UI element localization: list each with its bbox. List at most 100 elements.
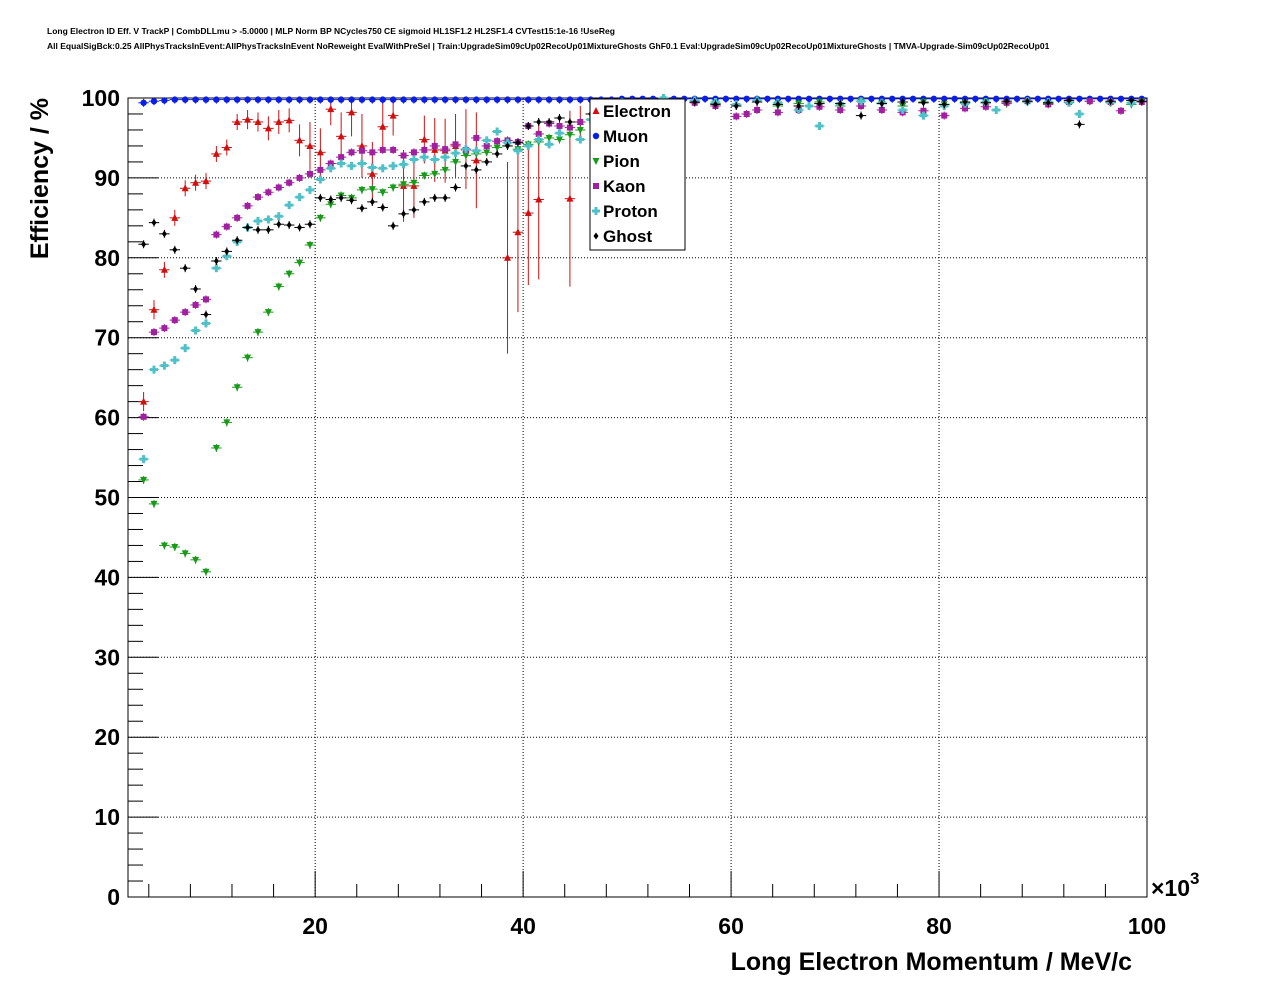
data-point bbox=[367, 197, 378, 206]
data-point-marker bbox=[213, 231, 220, 238]
data-point bbox=[335, 96, 347, 104]
data-point bbox=[751, 105, 763, 114]
data-point-marker bbox=[223, 223, 230, 230]
data-point bbox=[190, 555, 201, 564]
data-point bbox=[450, 140, 461, 149]
data-point-marker bbox=[338, 154, 345, 161]
data-point bbox=[835, 99, 846, 108]
data-point-marker bbox=[244, 202, 251, 209]
data-point bbox=[200, 319, 212, 328]
data-point-marker bbox=[972, 95, 979, 102]
data-point bbox=[1011, 95, 1023, 103]
data-point-marker bbox=[993, 95, 1000, 102]
legend-marker bbox=[592, 132, 600, 140]
data-point bbox=[273, 212, 284, 221]
data-point-marker bbox=[795, 95, 802, 102]
data-point bbox=[148, 328, 160, 337]
data-point-marker bbox=[201, 319, 210, 328]
data-point-marker bbox=[514, 96, 522, 103]
data-point-marker bbox=[212, 149, 220, 157]
data-point-marker bbox=[1086, 98, 1093, 105]
data-point bbox=[481, 157, 492, 166]
data-point bbox=[471, 146, 482, 155]
data-point bbox=[741, 95, 752, 103]
data-point-marker bbox=[358, 96, 366, 103]
data-point bbox=[471, 133, 482, 142]
y-tick-label: 60 bbox=[94, 405, 120, 431]
data-point-marker bbox=[461, 145, 470, 154]
data-point-marker bbox=[577, 118, 584, 125]
data-point-marker bbox=[348, 96, 355, 103]
data-point bbox=[502, 141, 513, 150]
data-point bbox=[512, 152, 524, 313]
data-point bbox=[252, 112, 264, 132]
data-point-marker bbox=[328, 195, 334, 203]
data-point-marker bbox=[1045, 99, 1051, 107]
data-point bbox=[190, 284, 201, 293]
data-point-marker bbox=[401, 210, 407, 218]
data-point bbox=[1095, 95, 1106, 103]
data-point-marker bbox=[202, 296, 209, 303]
data-point-marker bbox=[338, 194, 344, 202]
data-point bbox=[554, 113, 565, 122]
data-point bbox=[169, 245, 180, 254]
legend-label: Kaon bbox=[603, 177, 646, 196]
x-tick-labels: 20 40 60 80 100 bbox=[302, 913, 1166, 939]
data-point-marker bbox=[285, 270, 293, 278]
data-point bbox=[377, 188, 388, 197]
data-point-marker bbox=[160, 265, 168, 273]
y-tick-label: 20 bbox=[94, 724, 120, 750]
data-point bbox=[907, 95, 919, 103]
data-point bbox=[377, 102, 388, 151]
data-point bbox=[824, 95, 836, 103]
data-point-marker bbox=[535, 195, 543, 203]
data-point-marker bbox=[1128, 96, 1134, 104]
data-point bbox=[283, 269, 295, 278]
data-point-marker bbox=[224, 247, 230, 255]
data-point-marker bbox=[380, 203, 386, 211]
data-point bbox=[1105, 97, 1116, 106]
data-point-marker bbox=[203, 311, 209, 319]
data-point-marker bbox=[483, 96, 490, 103]
data-point bbox=[200, 567, 212, 576]
data-point-marker bbox=[452, 96, 459, 103]
legend: Electron Muon Pion Kaon Proton Ghost bbox=[589, 98, 686, 251]
legend-label: Muon bbox=[603, 127, 648, 146]
data-point bbox=[356, 146, 368, 155]
data-point-marker bbox=[420, 172, 428, 180]
data-point bbox=[491, 96, 503, 104]
data-point-marker bbox=[983, 99, 989, 107]
legend-label: Proton bbox=[603, 202, 658, 221]
legend-label: Electron bbox=[603, 102, 671, 121]
data-point-marker bbox=[254, 194, 261, 201]
data-point bbox=[387, 183, 399, 192]
data-point-marker bbox=[441, 166, 449, 174]
data-point-marker bbox=[878, 106, 885, 113]
data-point-marker bbox=[451, 149, 460, 158]
data-point-marker bbox=[941, 100, 947, 108]
data-point bbox=[710, 100, 721, 109]
data-point bbox=[148, 300, 160, 320]
data-point bbox=[564, 117, 576, 126]
data-point-marker bbox=[837, 100, 843, 108]
data-point-marker bbox=[265, 226, 271, 234]
legend-entry-electron: Electron bbox=[592, 102, 671, 121]
data-point-marker bbox=[390, 146, 397, 153]
data-point-marker bbox=[879, 100, 885, 108]
data-point-marker bbox=[409, 155, 418, 164]
data-point-marker bbox=[390, 222, 396, 230]
data-point-marker bbox=[545, 134, 553, 142]
data-point bbox=[429, 141, 440, 150]
data-point bbox=[970, 95, 981, 103]
data-point-marker bbox=[234, 236, 240, 244]
data-point-marker bbox=[847, 95, 854, 102]
data-point-marker bbox=[1004, 97, 1010, 105]
data-point bbox=[939, 100, 950, 109]
data-point-marker bbox=[837, 95, 844, 102]
chart-title-line-2: All EqualSigBck:0.25 AllPhysTracksInEven… bbox=[47, 41, 1050, 51]
data-point-marker bbox=[534, 135, 543, 144]
data-point-marker bbox=[244, 96, 251, 103]
data-point-marker bbox=[1034, 95, 1042, 102]
data-point-marker bbox=[285, 96, 293, 103]
data-point-marker bbox=[286, 179, 293, 186]
